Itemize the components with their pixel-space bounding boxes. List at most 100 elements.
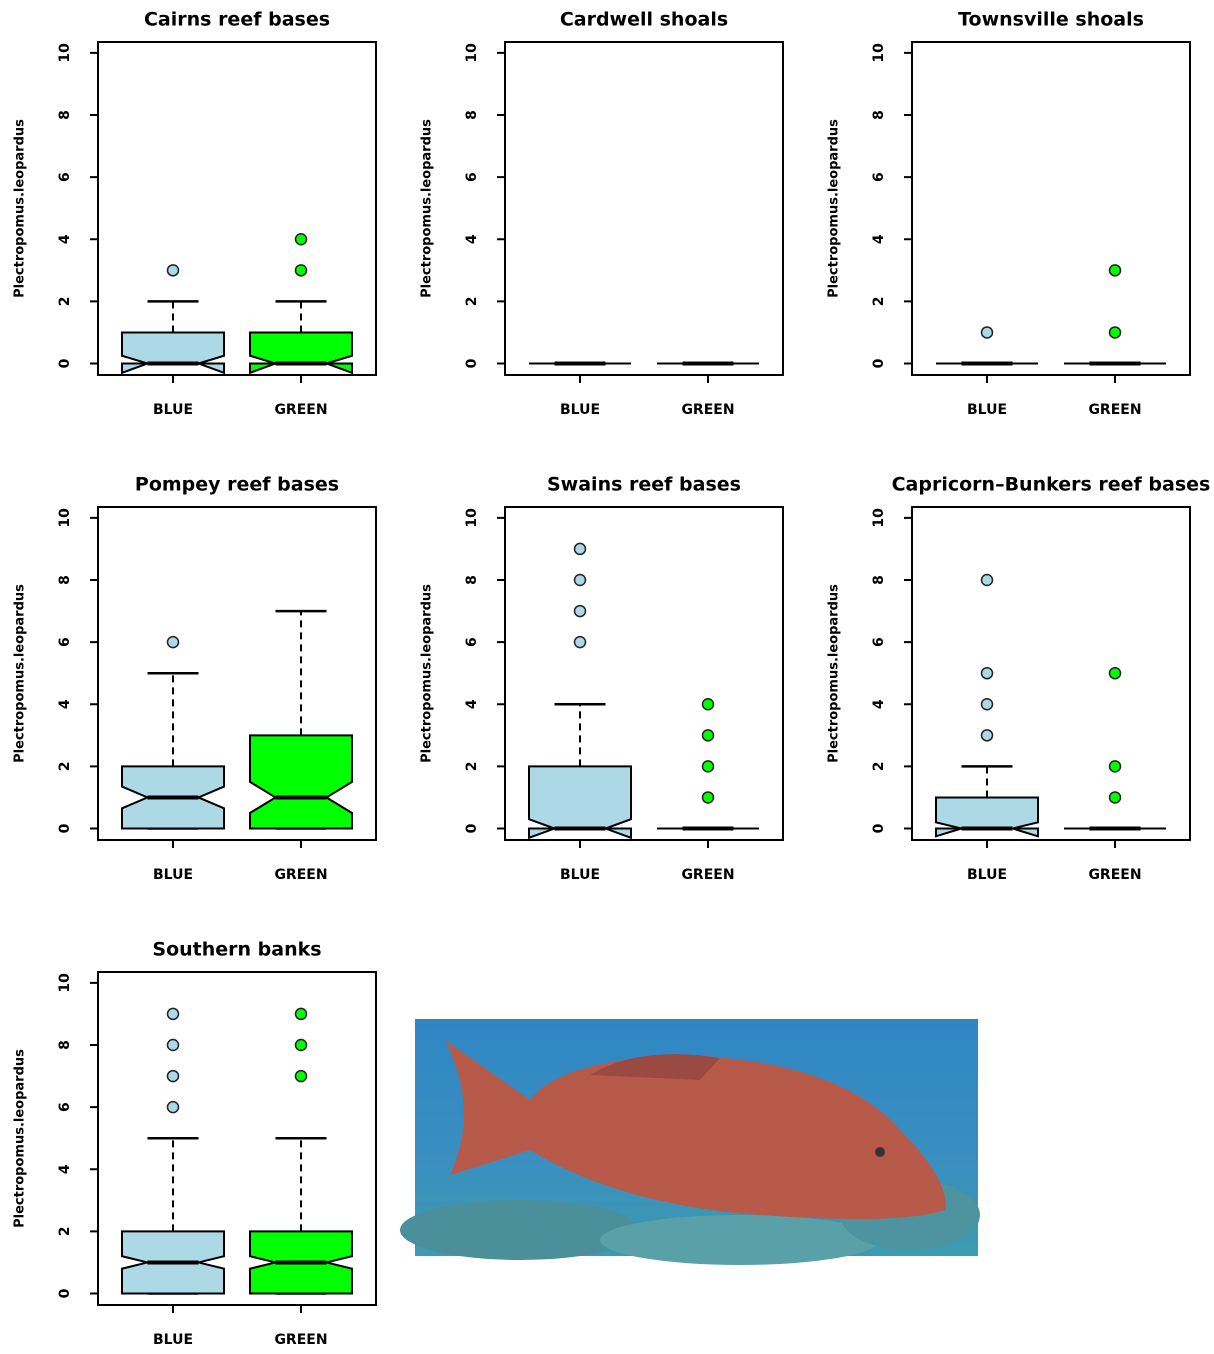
y-tick-label: 2	[464, 762, 480, 772]
plot-frame	[97, 41, 377, 376]
outlier	[1108, 326, 1122, 339]
outlier	[980, 573, 994, 587]
y-tick-label: 8	[57, 110, 73, 120]
y-tick-label: 6	[871, 172, 887, 182]
outlier	[980, 698, 994, 711]
x-tick-label: GREEN	[274, 1332, 327, 1348]
fish-photo	[400, 1019, 980, 1265]
outlier	[294, 233, 308, 246]
chart-title: Cairns reef bases	[144, 9, 330, 31]
y-axis-label: Plectropomus.leopardus	[827, 584, 842, 763]
box	[249, 331, 353, 375]
x-tick-label: BLUE	[967, 867, 1007, 883]
y-tick-label: 6	[871, 637, 887, 647]
outlier	[1108, 791, 1122, 804]
y-tick-label: 10	[57, 43, 73, 63]
plot-frame	[97, 971, 377, 1306]
y-tick-label: 4	[464, 699, 480, 709]
chart-title: Townsville shoals	[958, 9, 1144, 31]
x-tick-label: BLUE	[153, 1332, 193, 1348]
y-axis-label: Plectropomus.leopardus	[13, 119, 28, 298]
y-tick-label: 0	[57, 823, 73, 833]
box	[249, 734, 353, 830]
outlier	[980, 729, 994, 742]
chart-title: Southern banks	[152, 939, 321, 961]
y-tick-label: 6	[464, 172, 480, 182]
y-tick-label: 4	[57, 234, 73, 244]
y-tick-label: 4	[871, 234, 887, 244]
y-axis-label: Plectropomus.leopardus	[420, 119, 435, 298]
y-tick-label: 8	[57, 1040, 73, 1050]
x-tick-label: BLUE	[153, 867, 193, 883]
x-tick-label: GREEN	[681, 402, 734, 418]
y-tick-label: 2	[57, 762, 73, 772]
outlier	[166, 1038, 180, 1052]
outlier	[294, 264, 308, 277]
x-tick-label: BLUE	[967, 402, 1007, 418]
y-tick-label: 10	[464, 508, 480, 528]
x-tick-label: GREEN	[274, 402, 327, 418]
x-tick-label: GREEN	[681, 867, 734, 883]
y-tick-label: 0	[464, 358, 480, 368]
outlier	[294, 1069, 308, 1083]
outlier	[701, 698, 715, 711]
y-tick-label: 4	[464, 234, 480, 244]
x-tick-label: GREEN	[1088, 402, 1141, 418]
x-tick-label: GREEN	[274, 867, 327, 883]
outlier	[294, 1007, 308, 1021]
y-tick-label: 8	[464, 575, 480, 585]
y-tick-label: 0	[871, 823, 887, 833]
y-tick-label: 6	[57, 172, 73, 182]
y-tick-label: 10	[464, 43, 480, 63]
y-tick-label: 2	[464, 297, 480, 307]
y-tick-label: 8	[871, 110, 887, 120]
outlier	[166, 264, 180, 277]
outlier	[1108, 666, 1122, 680]
y-tick-label: 4	[57, 699, 73, 709]
outlier	[980, 666, 994, 680]
outlier	[573, 542, 587, 556]
outlier	[980, 326, 994, 339]
y-tick-label: 4	[871, 699, 887, 709]
y-tick-label: 0	[57, 358, 73, 368]
y-tick-label: 0	[871, 358, 887, 368]
chart-title: Capricorn–Bunkers reef bases	[892, 474, 1211, 496]
x-tick-label: BLUE	[153, 402, 193, 418]
y-tick-label: 10	[871, 508, 887, 528]
y-tick-label: 8	[464, 110, 480, 120]
outlier	[701, 729, 715, 742]
outlier	[166, 1100, 180, 1114]
y-axis-label: Plectropomus.leopardus	[827, 119, 842, 298]
x-tick-label: GREEN	[1088, 867, 1141, 883]
plot-frame	[504, 506, 784, 841]
plot-frame	[504, 41, 784, 376]
chart-title: Pompey reef bases	[135, 474, 339, 496]
y-axis-label: Plectropomus.leopardus	[13, 584, 28, 763]
y-tick-label: 0	[464, 823, 480, 833]
y-tick-label: 10	[57, 508, 73, 528]
plot-frame	[911, 41, 1191, 376]
box	[528, 765, 632, 840]
y-tick-label: 8	[57, 575, 73, 585]
plot-frame	[911, 506, 1191, 841]
outlier	[1108, 760, 1122, 773]
y-tick-label: 10	[871, 43, 887, 63]
y-tick-label: 6	[464, 637, 480, 647]
y-tick-label: 2	[57, 297, 73, 307]
y-axis-label: Plectropomus.leopardus	[13, 1049, 28, 1228]
outlier	[573, 635, 587, 649]
outlier	[701, 760, 715, 773]
y-axis-label: Plectropomus.leopardus	[420, 584, 435, 763]
y-tick-label: 8	[871, 575, 887, 585]
box	[121, 331, 225, 375]
outlier	[573, 573, 587, 587]
chart-title: Swains reef bases	[547, 474, 741, 496]
x-tick-label: BLUE	[560, 867, 600, 883]
plot-frame	[97, 506, 377, 841]
y-tick-label: 0	[57, 1288, 73, 1298]
y-tick-label: 6	[57, 1102, 73, 1112]
outlier	[573, 604, 587, 618]
outlier	[166, 1069, 180, 1083]
y-tick-label: 10	[57, 973, 73, 993]
